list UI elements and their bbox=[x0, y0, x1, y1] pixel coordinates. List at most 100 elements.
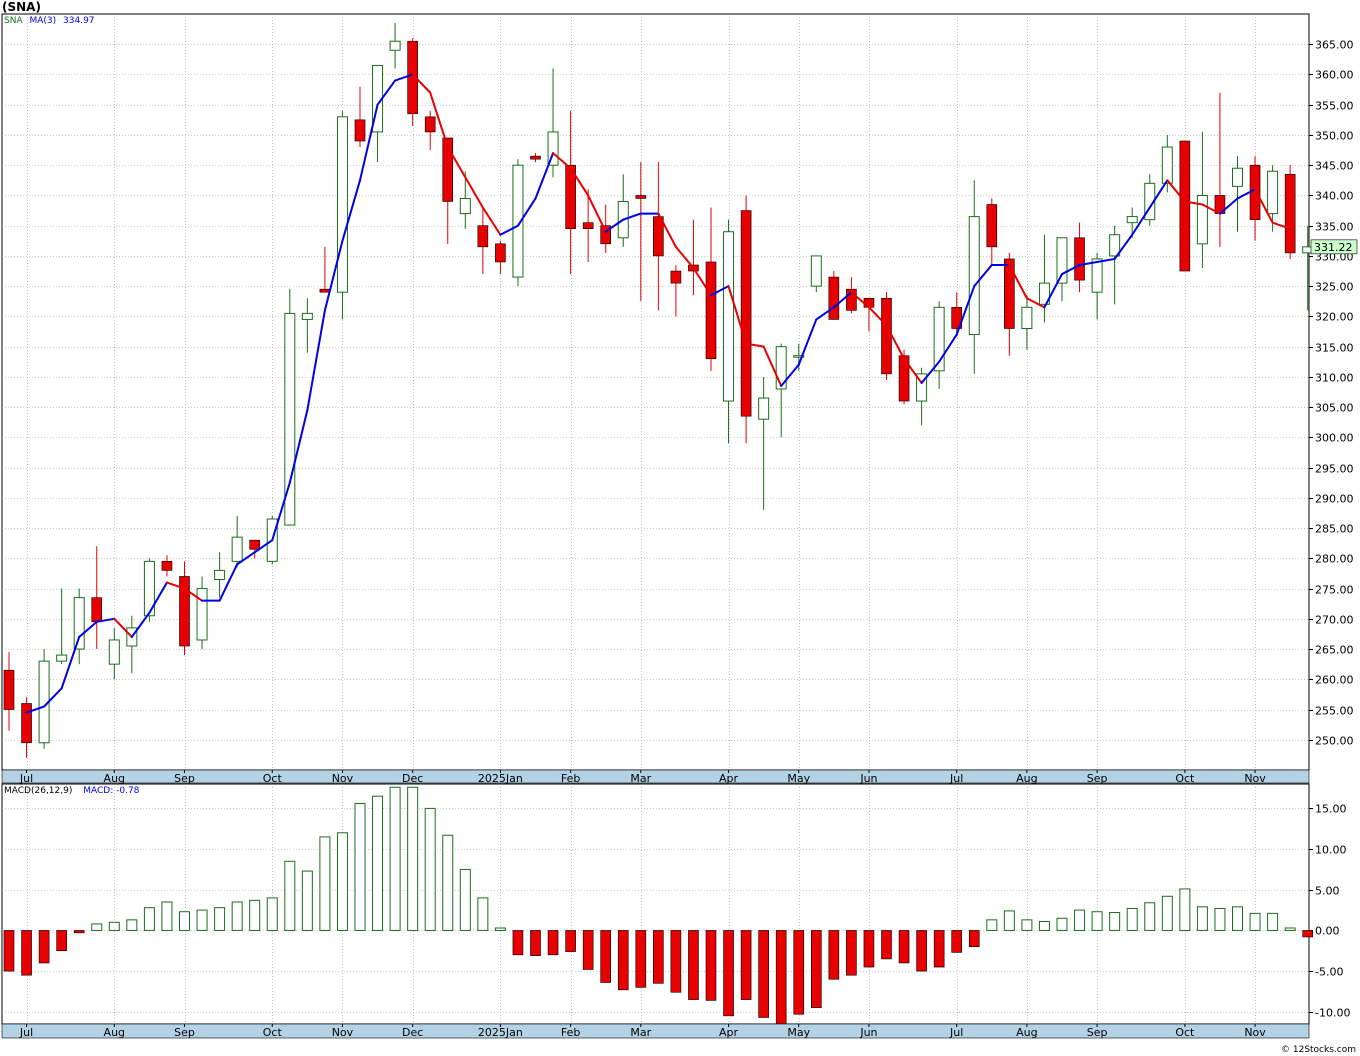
price-tick-label: 360.00 bbox=[1315, 69, 1354, 82]
macd-bar-positive bbox=[494, 927, 506, 931]
macd-bar-positive bbox=[1284, 927, 1296, 931]
ma-line-segment bbox=[1008, 263, 1028, 300]
candle-body-up bbox=[1196, 194, 1208, 245]
footer-credit: © 12Stocks.com bbox=[1281, 1045, 1356, 1055]
macd-date-tick-label: 2025Jan bbox=[478, 1026, 523, 1039]
ma-line-segment bbox=[920, 360, 941, 384]
candle-body-down bbox=[407, 40, 418, 115]
candle-body-down bbox=[881, 297, 892, 375]
macd-label: MACD(26,12,9) bbox=[4, 786, 73, 796]
macd-date-tick-label: Oct bbox=[263, 1026, 283, 1039]
macd-date-tick-label: Oct bbox=[1175, 1026, 1195, 1039]
candle-body-up bbox=[1056, 237, 1068, 284]
macd-bar-negative bbox=[565, 930, 576, 952]
candle-body-up bbox=[459, 197, 471, 215]
candle-body-up bbox=[933, 306, 945, 372]
ma-line-segment bbox=[271, 481, 291, 542]
macd-bar-negative bbox=[968, 930, 980, 948]
date-tick-label: Nov bbox=[1244, 772, 1266, 785]
macd-bar-positive bbox=[301, 870, 313, 931]
ma-line-segment bbox=[762, 345, 783, 387]
candle-body-down bbox=[670, 270, 682, 284]
candle-body-down bbox=[354, 119, 366, 142]
macd-bar-positive bbox=[161, 901, 173, 931]
ma-line-segment bbox=[1183, 200, 1204, 206]
ma-line-segment bbox=[481, 206, 502, 236]
candle-body-up bbox=[1038, 282, 1050, 305]
date-tick-label: Jul bbox=[949, 772, 963, 785]
price-tick-label: 270.00 bbox=[1315, 614, 1354, 627]
macd-bar-negative bbox=[530, 930, 541, 956]
ma-line-segment bbox=[446, 146, 467, 179]
candle-body-up bbox=[968, 216, 980, 336]
macd-bar-positive bbox=[143, 907, 155, 931]
price-tick-label: 290.00 bbox=[1315, 493, 1354, 506]
macd-bar-positive bbox=[986, 919, 998, 931]
ma-line-segment bbox=[569, 167, 590, 197]
price-tick-label: 265.00 bbox=[1315, 644, 1354, 657]
price-tick-label: 310.00 bbox=[1315, 372, 1354, 385]
macd-tick-label: 10.00 bbox=[1315, 844, 1347, 857]
candle-body-up bbox=[1109, 234, 1121, 257]
macd-bar-negative bbox=[582, 930, 594, 970]
ma-line-segment bbox=[1061, 263, 1081, 276]
ma-line-segment bbox=[1254, 188, 1274, 224]
macd-date-axis-band bbox=[1, 1023, 1310, 1039]
ma-line-segment bbox=[745, 342, 765, 348]
macd-bar-positive bbox=[1161, 895, 1173, 931]
date-tick-label: Mar bbox=[630, 772, 651, 785]
candle-body-up bbox=[231, 536, 243, 562]
ma-line-segment bbox=[341, 179, 361, 242]
date-tick-label: Nov bbox=[332, 772, 354, 785]
ma-line-segment bbox=[727, 285, 748, 345]
candle-body-down bbox=[1179, 140, 1191, 272]
macd-date-tick-label: Jul bbox=[949, 1026, 963, 1039]
macd-bar-negative bbox=[810, 930, 822, 1009]
macd-date-tick-label: Jul bbox=[19, 1026, 33, 1039]
macd-date-tick-label: Feb bbox=[561, 1026, 580, 1039]
date-tick-label: Aug bbox=[104, 772, 125, 785]
macd-bar-positive bbox=[372, 795, 384, 931]
macd-bar-negative bbox=[512, 930, 524, 956]
macd-bar-positive bbox=[459, 868, 471, 931]
ma-line-segment bbox=[815, 306, 835, 321]
ma-line-segment bbox=[938, 333, 958, 363]
date-tick-label: Sep bbox=[174, 772, 195, 785]
candle-body-down bbox=[635, 195, 647, 199]
ma-line-segment bbox=[148, 581, 168, 614]
macd-bar-positive bbox=[1091, 911, 1103, 931]
ma-line-segment bbox=[797, 318, 818, 366]
ma-line-segment bbox=[1236, 188, 1257, 200]
candle-body-down bbox=[319, 288, 331, 293]
price-tick-label: 300.00 bbox=[1315, 432, 1354, 445]
ma-line-segment bbox=[218, 563, 239, 602]
macd-bar-positive bbox=[319, 836, 331, 931]
price-plot-area bbox=[1, 13, 1310, 771]
macd-bar-negative bbox=[56, 930, 67, 952]
candle-body-down bbox=[1249, 164, 1261, 220]
ma-line-segment bbox=[499, 224, 519, 236]
macd-bar-negative bbox=[793, 930, 805, 1015]
candle-body-up bbox=[1126, 216, 1138, 224]
macd-date-tick-label: Nov bbox=[1244, 1026, 1266, 1039]
macd-bar-negative bbox=[933, 930, 945, 968]
macd-bar-negative bbox=[21, 930, 32, 976]
price-tick-label: 340.00 bbox=[1315, 190, 1354, 203]
ma-line-segment bbox=[288, 409, 309, 484]
macd-bar-negative bbox=[600, 930, 612, 983]
price-tick-label: 320.00 bbox=[1315, 311, 1354, 324]
ma-line-segment bbox=[885, 324, 906, 360]
candle-body-down bbox=[600, 225, 612, 245]
last-price-box bbox=[1310, 239, 1358, 255]
price-tick-label: 250.00 bbox=[1315, 735, 1354, 748]
ma-line-segment bbox=[1148, 179, 1169, 209]
ma-line-segment bbox=[850, 291, 870, 309]
candle-body-up bbox=[916, 373, 928, 402]
candle-body-down bbox=[846, 288, 857, 311]
date-tick-label: 2025Jan bbox=[478, 772, 523, 785]
candle-body-down bbox=[565, 164, 576, 230]
ma-line-segment bbox=[955, 285, 976, 336]
ma-line-segment bbox=[1131, 206, 1151, 236]
ma-line-segment bbox=[113, 617, 133, 638]
macd-bar-negative bbox=[705, 930, 717, 1001]
